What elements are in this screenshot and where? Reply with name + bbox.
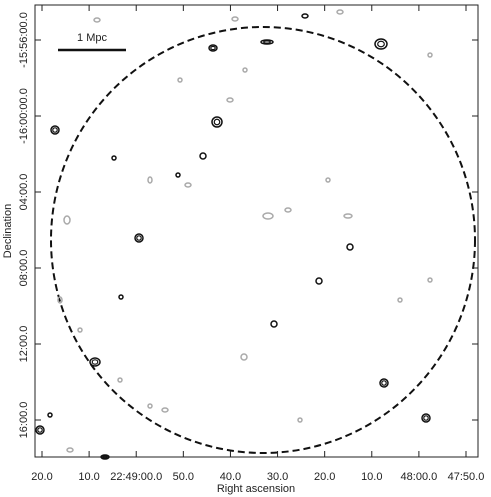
contour bbox=[147, 176, 153, 184]
contour bbox=[66, 447, 74, 453]
contour bbox=[377, 40, 385, 48]
contour bbox=[208, 44, 218, 52]
contour bbox=[240, 353, 248, 361]
contour bbox=[427, 277, 433, 283]
contour bbox=[315, 277, 323, 285]
contour bbox=[346, 243, 354, 251]
aperture-circle bbox=[50, 26, 476, 454]
contour bbox=[50, 125, 60, 135]
contour bbox=[381, 380, 387, 386]
contour bbox=[57, 296, 63, 304]
y-axis-label: Declination bbox=[2, 204, 14, 258]
x-tick-label: 47:50.0 bbox=[448, 471, 485, 483]
contour bbox=[423, 415, 429, 421]
contour bbox=[374, 38, 388, 50]
contour bbox=[297, 417, 303, 423]
contour bbox=[270, 320, 278, 328]
contour bbox=[118, 294, 124, 300]
contour bbox=[210, 45, 216, 51]
contour bbox=[47, 412, 53, 418]
x-tick-label: 30.0 bbox=[267, 471, 288, 483]
x-tick-label: 10.0 bbox=[78, 471, 99, 483]
contour bbox=[231, 16, 239, 22]
contour bbox=[199, 152, 207, 160]
contour bbox=[427, 52, 433, 58]
x-tick-label: 20.0 bbox=[314, 471, 335, 483]
contour bbox=[226, 97, 234, 103]
contour bbox=[161, 407, 169, 413]
contour bbox=[35, 425, 45, 435]
contour bbox=[336, 9, 344, 15]
x-tick-label: 10.0 bbox=[361, 471, 382, 483]
contour bbox=[263, 40, 271, 44]
contour bbox=[102, 455, 108, 459]
contour bbox=[177, 77, 183, 83]
contour bbox=[91, 359, 99, 365]
scale-bar-label: 1 Mpc bbox=[77, 32, 107, 44]
y-tick-label: -15:56:00.0 bbox=[18, 12, 30, 68]
contour bbox=[37, 427, 43, 433]
contour bbox=[284, 207, 292, 213]
x-tick-label: 50.0 bbox=[173, 471, 194, 483]
contour bbox=[63, 215, 71, 225]
contour bbox=[379, 378, 389, 388]
x-tick-label: 40.0 bbox=[220, 471, 241, 483]
contour bbox=[421, 413, 431, 423]
contour bbox=[184, 182, 192, 188]
x-tick-label: 22:49:00.0 bbox=[110, 471, 162, 483]
contour bbox=[136, 235, 142, 241]
contour bbox=[100, 454, 110, 460]
contour bbox=[77, 327, 83, 333]
contour bbox=[213, 118, 221, 126]
contour bbox=[175, 172, 181, 178]
contour bbox=[397, 297, 403, 303]
contour bbox=[301, 13, 309, 19]
contour bbox=[147, 403, 153, 409]
x-tick-label: 48:00.0 bbox=[401, 471, 438, 483]
y-tick-label: 08:00.0 bbox=[18, 250, 30, 287]
contour bbox=[325, 177, 331, 183]
contour bbox=[93, 17, 101, 23]
contour bbox=[52, 127, 58, 133]
contour bbox=[260, 39, 274, 45]
plot-frame bbox=[34, 4, 479, 458]
x-axis-label: Right ascension bbox=[217, 483, 295, 495]
contour bbox=[211, 116, 223, 128]
contour bbox=[89, 357, 101, 367]
contour bbox=[111, 155, 117, 161]
contour bbox=[117, 377, 123, 383]
contours bbox=[35, 9, 433, 460]
y-tick-label: -16:00:00.0 bbox=[18, 88, 30, 144]
y-tick-label: 12:00.0 bbox=[18, 326, 30, 363]
x-tick-label: 20.0 bbox=[31, 471, 52, 483]
contour bbox=[262, 212, 274, 220]
contour bbox=[242, 67, 248, 73]
contour bbox=[134, 233, 144, 243]
y-tick-label: 16:00.0 bbox=[18, 402, 30, 439]
contour bbox=[343, 213, 353, 219]
y-tick-label: 04:00.0 bbox=[18, 174, 30, 211]
